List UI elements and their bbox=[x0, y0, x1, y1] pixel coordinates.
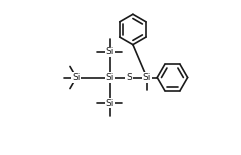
Text: Si: Si bbox=[106, 99, 114, 108]
Text: S: S bbox=[126, 73, 132, 82]
Text: Si: Si bbox=[106, 47, 114, 56]
Text: Si: Si bbox=[72, 73, 80, 82]
Text: Si: Si bbox=[143, 73, 151, 82]
Text: Si: Si bbox=[106, 73, 114, 82]
